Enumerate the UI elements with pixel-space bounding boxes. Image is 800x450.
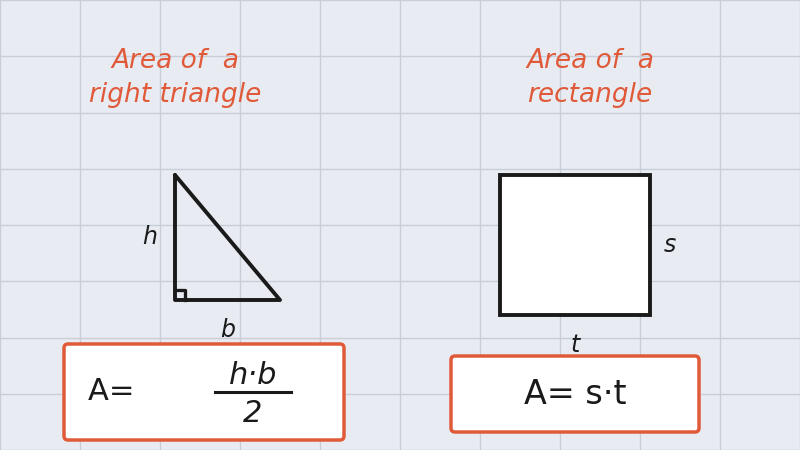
Bar (500, 175, 650, 315)
FancyBboxPatch shape (451, 356, 699, 432)
Text: Area of  a: Area of a (111, 48, 239, 74)
Text: s: s (664, 233, 676, 257)
Text: h·b: h·b (229, 361, 278, 391)
Text: h: h (142, 225, 157, 249)
Text: t: t (570, 333, 580, 357)
Text: A=: A= (88, 378, 144, 406)
Text: 2: 2 (243, 399, 262, 427)
Text: rectangle: rectangle (527, 82, 653, 108)
FancyBboxPatch shape (64, 344, 344, 440)
Text: Area of  a: Area of a (526, 48, 654, 74)
Text: b: b (220, 318, 235, 342)
Text: right triangle: right triangle (89, 82, 261, 108)
Text: A= s·t: A= s·t (524, 378, 626, 410)
